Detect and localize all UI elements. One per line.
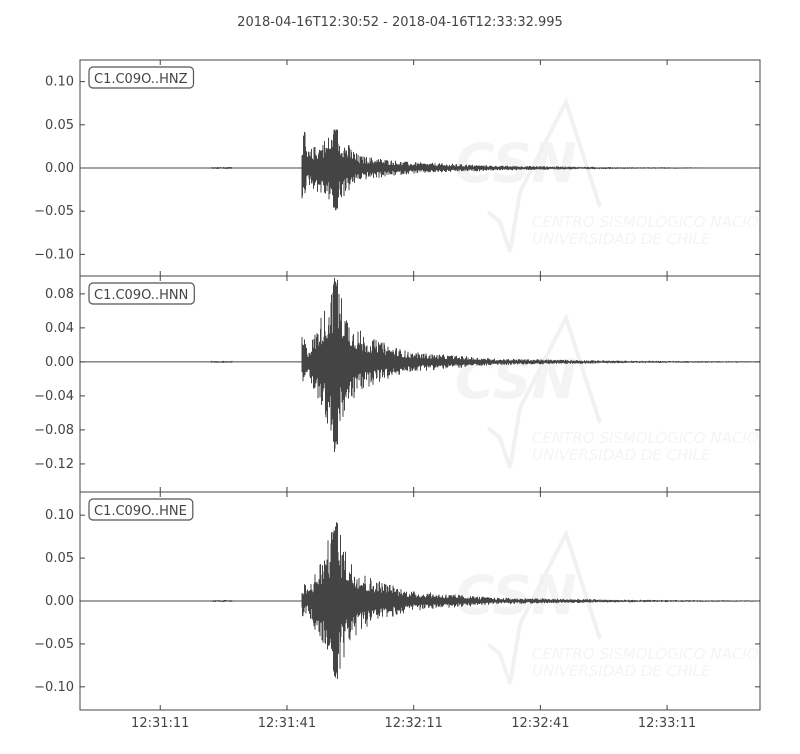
x-tick-label: 12:31:11	[131, 716, 189, 731]
x-tick-label: 12:31:41	[258, 716, 316, 731]
chart-title: 2018-04-16T12:30:52 - 2018-04-16T12:33:3…	[237, 15, 563, 30]
watermark-wave	[486, 528, 602, 685]
y-tick-label: 0.04	[45, 321, 74, 336]
panel-hnn: CSN CENTRO SISMOLÓGICO NACIONALUNIVERSIDA…	[34, 275, 788, 493]
trace-label: C1.C09O..HNZ	[94, 72, 188, 87]
y-tick-label: −0.05	[34, 204, 74, 219]
waveform-trace	[80, 522, 760, 679]
x-tick-label: 12:32:41	[511, 716, 569, 731]
y-tick-label: 0.08	[45, 287, 74, 302]
x-tick-label: 12:32:11	[384, 716, 442, 731]
watermark-text: UNIVERSIDAD DE CHILE	[532, 230, 711, 248]
watermark-logo: CSN	[455, 564, 577, 627]
y-tick-label: −0.04	[34, 389, 74, 404]
watermark-logo: CSN	[455, 132, 577, 195]
watermark-text: CENTRO SISMOLÓGICO NACIONAL	[532, 644, 788, 663]
x-tick-label: 12:33:11	[638, 716, 696, 731]
csn-watermark: CSN CENTRO SISMOLÓGICO NACIONALUNIVERSIDA…	[455, 528, 788, 685]
y-tick-label: 0.00	[45, 594, 74, 609]
watermark-text: UNIVERSIDAD DE CHILE	[532, 446, 711, 464]
watermark-logo: CSN	[455, 348, 577, 411]
trace-label: C1.C09O..HNN	[94, 288, 188, 303]
y-tick-label: −0.10	[34, 680, 74, 695]
trace-label-box	[88, 282, 195, 305]
csn-watermark: CSN CENTRO SISMOLÓGICO NACIONALUNIVERSIDA…	[455, 96, 788, 253]
y-tick-label: −0.08	[34, 423, 74, 438]
trace-label-box	[88, 66, 195, 89]
y-tick-label: −0.05	[34, 637, 74, 652]
watermark-text: UNIVERSIDAD DE CHILE	[532, 662, 711, 680]
y-tick-label: −0.12	[34, 457, 74, 472]
y-tick-label: −0.10	[34, 247, 74, 262]
waveform-trace	[80, 129, 760, 211]
waveform-trace	[80, 278, 760, 452]
y-tick-label: 0.10	[45, 508, 74, 523]
csn-watermark: CSN CENTRO SISMOLÓGICO NACIONALUNIVERSIDA…	[455, 312, 788, 469]
watermark-text: CENTRO SISMOLÓGICO NACIONAL	[532, 428, 788, 447]
panel-hnz: CSN CENTRO SISMOLÓGICO NACIONALUNIVERSIDA…	[34, 59, 788, 277]
watermark-text: CENTRO SISMOLÓGICO NACIONAL	[532, 212, 788, 231]
watermark-wave	[486, 96, 602, 253]
trace-label-box	[88, 498, 194, 521]
watermark-wave	[486, 312, 602, 469]
panel-hne: CSN CENTRO SISMOLÓGICO NACIONALUNIVERSIDA…	[34, 491, 788, 731]
y-tick-label: 0.00	[45, 161, 74, 176]
y-tick-label: 0.00	[45, 355, 74, 370]
y-tick-label: 0.05	[45, 551, 74, 566]
y-tick-label: 0.05	[45, 118, 74, 133]
y-tick-label: 0.10	[45, 75, 74, 90]
trace-label: C1.C09O..HNE	[94, 504, 187, 519]
